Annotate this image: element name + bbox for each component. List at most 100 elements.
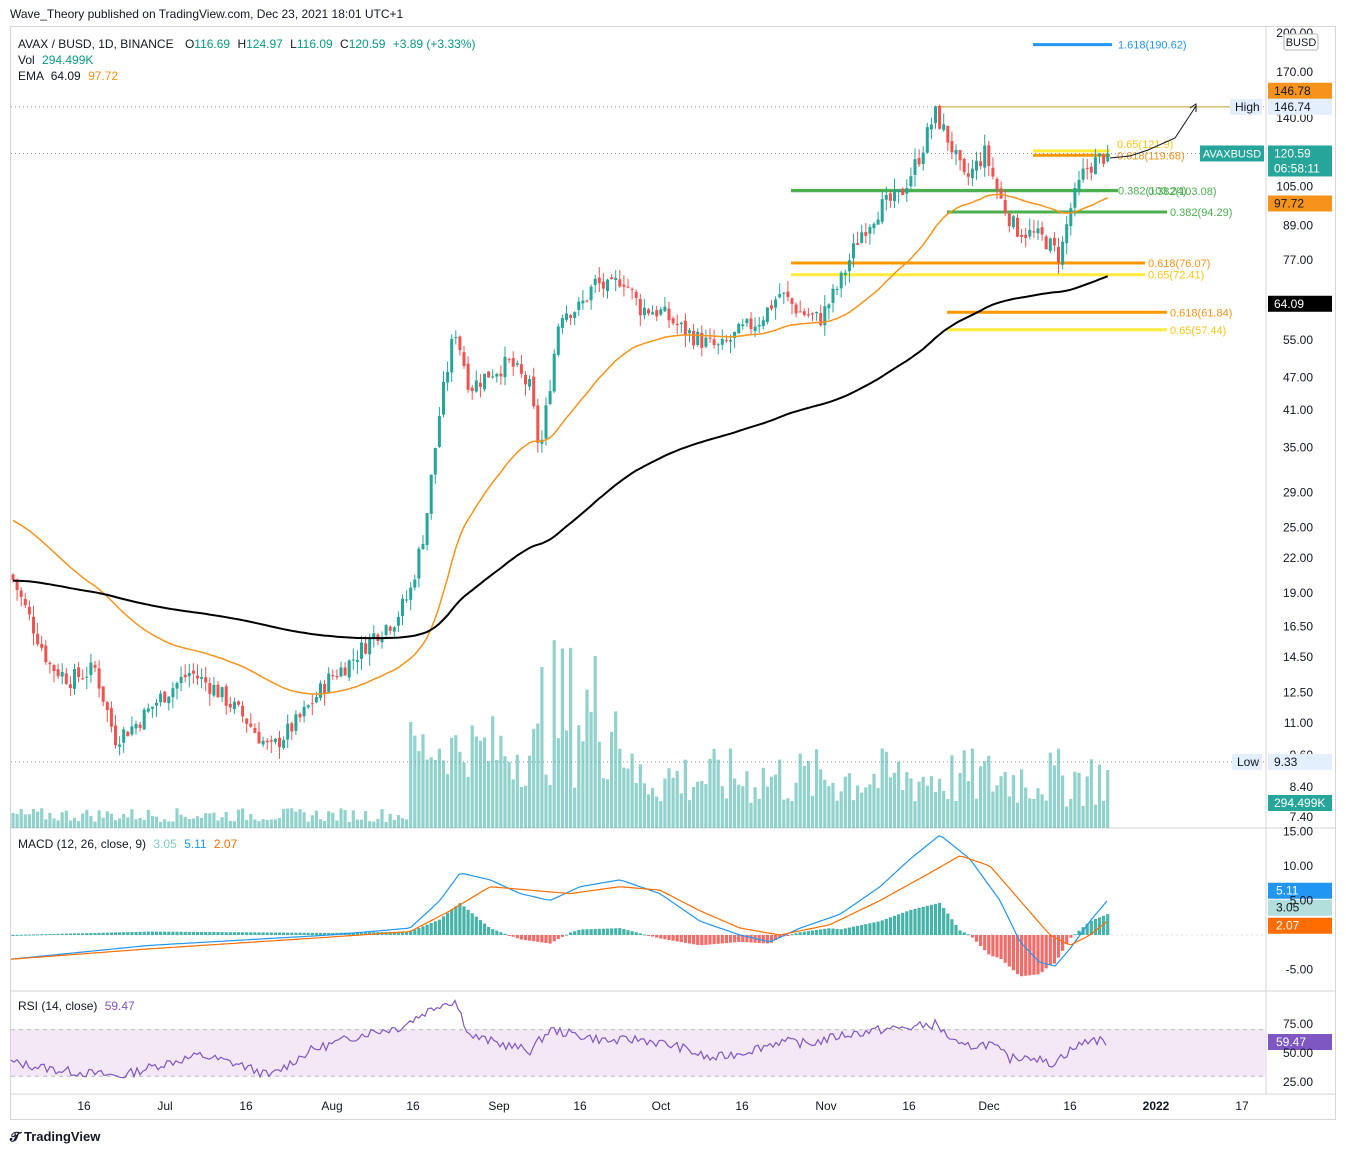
macd-histogram-bar — [704, 935, 708, 945]
volume-bar — [1036, 788, 1040, 828]
macd-histogram-bar — [749, 935, 753, 943]
volume-bar — [528, 755, 532, 828]
volume-bar — [421, 734, 425, 828]
price-axis-tick: 25.00 — [1283, 521, 1313, 535]
fib-level-label: 0.65(121.9) — [1117, 139, 1173, 151]
volume-bar — [794, 782, 798, 828]
symbol-label[interactable]: AVAX / BUSD, 1D, BINANCE — [18, 37, 174, 51]
volume-bar — [154, 816, 159, 828]
macd-histogram-bar — [995, 935, 999, 958]
macd-histogram-bar — [232, 932, 236, 935]
candle-body — [552, 353, 556, 392]
macd-label[interactable]: MACD (12, 26, close, 9) — [18, 837, 147, 851]
volume-bar — [1003, 772, 1007, 828]
macd-line — [10, 835, 1108, 967]
macd-histogram-bar — [655, 935, 659, 938]
volume-bar — [253, 819, 257, 828]
macd-histogram-bar — [1052, 935, 1056, 964]
volume-bar — [810, 795, 815, 828]
volume-bar — [249, 814, 253, 828]
volume-bar — [958, 772, 962, 828]
volume-bar — [995, 785, 999, 828]
volume-bar — [200, 817, 204, 828]
candle-body — [253, 727, 257, 733]
volume-bar — [942, 791, 946, 828]
macd-histogram-bar — [48, 934, 52, 936]
macd-histogram-bar — [1036, 935, 1040, 975]
candle-body — [212, 684, 216, 696]
candle-body — [36, 633, 40, 645]
volume-bar — [884, 751, 888, 828]
volume-bar — [913, 801, 917, 828]
candle-body — [360, 642, 363, 659]
macd-histogram-bar — [277, 932, 282, 935]
volume-bar — [540, 666, 544, 828]
macd-histogram-bar — [273, 932, 277, 935]
macd-histogram-bar — [36, 934, 40, 936]
candle-body — [823, 306, 827, 326]
candle-body — [261, 740, 265, 745]
candle-body — [1077, 179, 1081, 191]
ema-fast-line — [12, 193, 1109, 695]
volume-bar — [564, 730, 569, 828]
candle-body — [688, 330, 691, 334]
volume-bar — [753, 787, 757, 828]
candle-body — [89, 662, 93, 676]
macd-histogram-bar — [1102, 915, 1106, 935]
ema-label[interactable]: EMA — [18, 69, 44, 83]
candle-body — [1020, 234, 1024, 237]
candle-body — [499, 373, 503, 377]
candle-body — [401, 598, 404, 617]
vol-label[interactable]: Vol — [18, 53, 35, 67]
macd-histogram-bar — [909, 909, 913, 935]
volume-bar — [925, 785, 929, 828]
time-axis-tick: 16 — [406, 1099, 420, 1113]
macd-histogram-bar — [417, 927, 421, 935]
rsi-label[interactable]: RSI (14, close) — [18, 999, 98, 1013]
macd-histogram-bar — [52, 933, 56, 935]
time-axis-tick: 16 — [735, 1099, 749, 1113]
tradingview-logo[interactable]: 𝓣 TradingView — [10, 1129, 100, 1145]
candle-body — [995, 178, 999, 190]
macd-histogram-bar — [499, 932, 503, 935]
fib-level-label: 0.382(103.24) — [1118, 185, 1187, 197]
volume-bar — [273, 819, 277, 828]
candle-body — [380, 637, 384, 643]
candle-body — [32, 616, 35, 634]
candle-body — [934, 106, 937, 124]
candle-body — [839, 272, 843, 289]
macd-histogram-bar — [122, 932, 126, 935]
ema-fast-value: 97.72 — [88, 69, 119, 83]
candle-body — [134, 723, 138, 729]
macd-histogram-bar — [433, 921, 437, 935]
candle-body — [122, 729, 126, 743]
macd-histogram-bar — [683, 935, 687, 943]
volume-bar — [761, 767, 765, 828]
macd-histogram-bar — [888, 917, 892, 935]
volume-bar — [728, 748, 733, 828]
candle-body — [864, 232, 868, 236]
macd-histogram-bar — [638, 933, 642, 935]
candle-body — [585, 300, 589, 302]
low-label-bg — [1232, 753, 1262, 770]
candle-body — [753, 326, 757, 332]
time-axis-tick: 17 — [1235, 1099, 1249, 1113]
macd-histogram-bar — [327, 932, 331, 935]
macd-histogram-bar — [913, 908, 917, 935]
macd-histogram-bar — [860, 924, 864, 935]
macd-histogram-bar — [901, 912, 905, 935]
macd-histogram-bar — [159, 931, 163, 935]
volume-bar — [36, 811, 40, 828]
candle-body — [1102, 154, 1106, 164]
price-axis-tick: 11.00 — [1284, 716, 1313, 730]
candle-body — [597, 277, 601, 284]
volume-bar — [286, 808, 290, 828]
ema-slow-value: 64.09 — [50, 69, 81, 83]
ohlc-o-label: O — [184, 37, 195, 51]
macd-histogram-bar — [794, 933, 798, 935]
candle-body — [339, 667, 343, 677]
macd-axis-tick: 10.00 — [1283, 859, 1313, 873]
volume-bar — [679, 793, 683, 828]
candle-body — [109, 708, 113, 727]
